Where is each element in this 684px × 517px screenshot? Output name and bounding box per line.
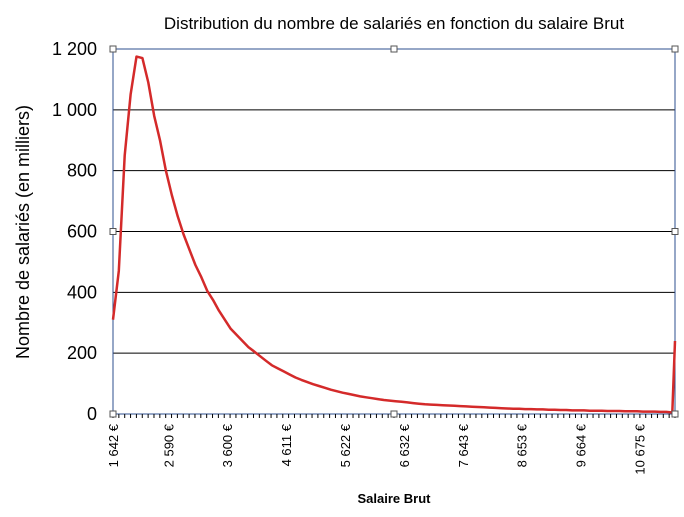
selection-handle: [671, 228, 679, 235]
selection-handle: [671, 45, 679, 53]
y-tick-label: 400: [67, 282, 97, 302]
x-tick-label: 1 642 €: [106, 423, 121, 467]
x-tick-label: 4 611 €: [279, 423, 294, 466]
x-tick-label: 3 600 €: [220, 423, 235, 467]
x-tick-label: 8 653 €: [515, 423, 530, 467]
y-tick-label: 0: [87, 404, 97, 424]
y-tick-label: 800: [67, 161, 97, 181]
axes: [112, 48, 676, 418]
series-line: [111, 55, 677, 414]
x-tick-label: 7 643 €: [456, 423, 471, 467]
y-tick-labels: 0 200 400 600 800 1 000 1 200: [52, 39, 97, 424]
y-axis-label: Nombre de salariés (en milliers): [13, 105, 33, 359]
x-axis-label: Salaire Brut: [358, 491, 432, 506]
x-tick-label: 9 664 €: [574, 423, 589, 467]
gridlines: [113, 48, 675, 354]
selection-handle: [390, 45, 398, 53]
selection-handles: [109, 45, 679, 418]
x-tick-label: 6 632 €: [397, 423, 412, 467]
x-tick-label: 2 590 €: [161, 423, 176, 467]
y-tick-label: 1 200: [52, 39, 97, 59]
y-tick-label: 1 000: [52, 100, 97, 120]
y-tick-label: 600: [67, 222, 97, 242]
selection-handle: [109, 45, 117, 53]
x-tick-label: 10 675 €: [633, 423, 648, 474]
selection-handle: [671, 410, 679, 418]
selection-handle: [109, 410, 117, 418]
selection-handle: [109, 228, 117, 235]
x-tick-label: 5 622 €: [338, 423, 353, 467]
x-tick-labels: 1 642 € 2 590 € 3 600 € 4 611 € 5 622 € 6 632…: [106, 423, 648, 474]
chart-title: Distribution du nombre de salariés en fo…: [164, 14, 624, 33]
selection-handle: [390, 410, 398, 418]
y-tick-label: 200: [67, 343, 97, 363]
series-layer: [111, 55, 677, 414]
